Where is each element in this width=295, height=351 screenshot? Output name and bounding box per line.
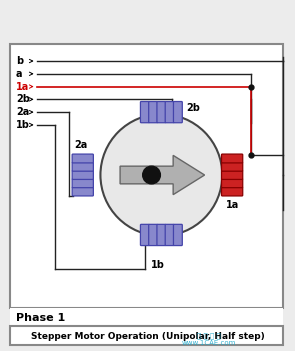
Text: b: b: [16, 56, 23, 66]
Circle shape: [143, 166, 160, 184]
FancyBboxPatch shape: [157, 101, 166, 123]
FancyBboxPatch shape: [140, 224, 149, 246]
Text: 1a: 1a: [225, 200, 239, 210]
FancyBboxPatch shape: [222, 162, 243, 171]
FancyBboxPatch shape: [222, 171, 243, 179]
Circle shape: [100, 114, 222, 236]
Text: Stepper Motor Operation (Unipolar, Half step): Stepper Motor Operation (Unipolar, Half …: [31, 332, 265, 341]
FancyBboxPatch shape: [173, 224, 182, 246]
FancyBboxPatch shape: [72, 179, 93, 188]
FancyBboxPatch shape: [72, 171, 93, 179]
FancyBboxPatch shape: [140, 101, 149, 123]
Text: 2a: 2a: [16, 107, 29, 117]
Text: 2a: 2a: [74, 140, 87, 151]
Text: 1b: 1b: [16, 120, 30, 130]
FancyBboxPatch shape: [149, 224, 158, 246]
Text: 仿 真 在 线
www.1CAE.com: 仿 真 在 线 www.1CAE.com: [181, 332, 236, 346]
FancyBboxPatch shape: [72, 187, 93, 196]
Text: 1a: 1a: [16, 81, 29, 92]
FancyBboxPatch shape: [222, 154, 243, 163]
FancyBboxPatch shape: [157, 224, 166, 246]
Text: 2b: 2b: [16, 94, 30, 104]
FancyBboxPatch shape: [165, 224, 174, 246]
FancyBboxPatch shape: [222, 187, 243, 196]
Bar: [10, 326, 283, 345]
Text: a: a: [16, 69, 22, 79]
FancyBboxPatch shape: [72, 154, 93, 163]
Polygon shape: [120, 155, 205, 195]
Text: 2b: 2b: [186, 103, 200, 113]
Bar: [10, 308, 283, 326]
FancyBboxPatch shape: [173, 101, 182, 123]
Text: 1b: 1b: [150, 259, 164, 270]
Bar: [10, 44, 283, 308]
Text: Phase 1: Phase 1: [16, 313, 65, 324]
FancyBboxPatch shape: [165, 101, 174, 123]
FancyBboxPatch shape: [222, 179, 243, 188]
FancyBboxPatch shape: [149, 101, 158, 123]
FancyBboxPatch shape: [72, 162, 93, 171]
